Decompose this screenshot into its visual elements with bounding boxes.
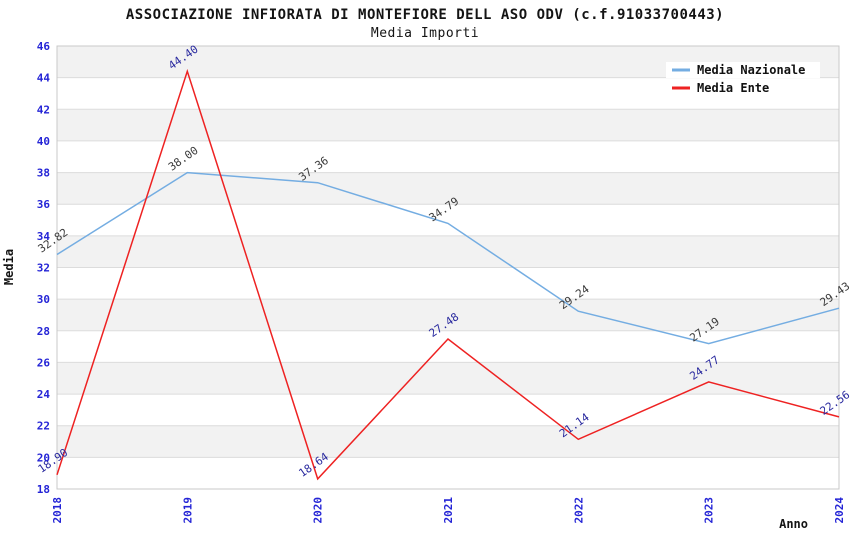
x-tick-label: 2019 [181, 497, 194, 524]
y-tick-label: 44 [37, 72, 51, 85]
chart-subtitle: Media Importi [371, 26, 479, 41]
y-tick-label: 20 [37, 451, 50, 464]
x-tick-label: 2022 [572, 497, 585, 524]
x-tick-label: 2024 [833, 497, 846, 524]
y-tick-label: 18 [37, 483, 50, 496]
y-axis-title: Media [2, 249, 16, 285]
y-tick-label: 38 [37, 167, 50, 180]
plot-border [56, 45, 840, 490]
x-tick-label: 2023 [703, 497, 716, 524]
y-tick-label: 34 [37, 230, 51, 243]
x-axis-title: Anno [779, 517, 808, 531]
chart-title: ASSOCIAZIONE INFIORATA DI MONTEFIORE DEL… [126, 7, 724, 23]
legend-row-bg [666, 80, 820, 96]
legend-row-bg [666, 62, 820, 78]
x-tick-label: 2020 [312, 497, 325, 524]
y-tick-label: 32 [37, 262, 50, 275]
point-label: 38.00 [166, 144, 201, 174]
y-tick-label: 26 [37, 356, 51, 369]
y-tick-label: 22 [37, 420, 50, 433]
y-tick-label: 36 [37, 198, 51, 211]
y-tick-label: 28 [37, 325, 50, 338]
series-line-media-nazionale [56, 171, 840, 345]
grid-band [57, 362, 839, 395]
y-tick-label: 30 [37, 293, 50, 306]
x-tick-label: 2018 [51, 497, 64, 524]
y-tick-label: 24 [37, 388, 51, 401]
grid-band [57, 172, 839, 205]
y-tick-label: 46 [37, 40, 51, 53]
grid-band [57, 235, 839, 268]
y-tick-label: 40 [37, 135, 50, 148]
y-tick-label: 42 [37, 103, 50, 116]
grid-band [57, 425, 839, 458]
x-tick-label: 2021 [442, 497, 455, 524]
grid-band [57, 109, 839, 141]
legend-label: Media Ente [697, 81, 769, 95]
series-line-media-ente [56, 68, 840, 481]
legend-label: Media Nazionale [697, 63, 805, 77]
grid-band [57, 299, 839, 331]
